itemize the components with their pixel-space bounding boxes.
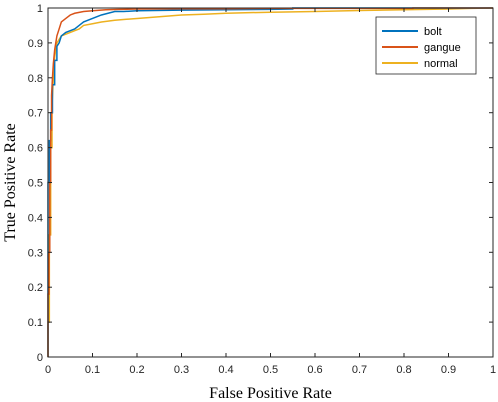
y-tick-label: 0.2 bbox=[28, 282, 43, 294]
y-tick-label: 0.1 bbox=[28, 317, 43, 329]
legend: bolt gangue normal bbox=[375, 16, 477, 75]
x-tick-label: 0.7 bbox=[352, 364, 367, 376]
x-tick-label: 0.4 bbox=[218, 364, 233, 376]
x-tick-label: 0.1 bbox=[85, 364, 100, 376]
x-axis-title: False Positive Rate bbox=[209, 385, 332, 402]
series-line-bolt bbox=[47, 7, 493, 357]
legend-label-normal: normal bbox=[424, 58, 458, 70]
legend-box bbox=[375, 16, 477, 75]
y-tick-label: 0.8 bbox=[28, 73, 43, 85]
y-tick-label: 0.5 bbox=[28, 178, 43, 190]
x-tick-label: 0.8 bbox=[396, 364, 411, 376]
x-tick-label: 0.9 bbox=[441, 364, 456, 376]
y-tick-label: 1 bbox=[37, 3, 43, 15]
x-tick-label: 0.5 bbox=[263, 364, 278, 376]
x-tick-label: 0.6 bbox=[307, 364, 322, 376]
x-tick-label: 0 bbox=[45, 364, 51, 376]
x-tick-label: 0.2 bbox=[129, 364, 144, 376]
y-tick-label: 0.4 bbox=[28, 212, 43, 224]
x-tick-label: 0.3 bbox=[174, 364, 189, 376]
y-tick-label: 0.7 bbox=[28, 108, 43, 120]
y-axis-title: True Positive Rate bbox=[2, 123, 19, 242]
legend-label-bolt: bolt bbox=[424, 26, 442, 38]
y-tick-label: 0.9 bbox=[28, 38, 43, 50]
y-tick-label: 0.3 bbox=[28, 247, 43, 259]
legend-label-gangue: gangue bbox=[424, 42, 461, 54]
y-tick-label: 0 bbox=[37, 352, 43, 364]
y-tick-label: 0.6 bbox=[28, 143, 43, 155]
x-tick-label: 1 bbox=[490, 364, 496, 376]
ticks-layer: 0 0.1 0.2 0.3 0.4 0.5 0.6 0.7 0.8 0.9 1 0 0.1 0.2 0.3 0… bbox=[28, 3, 496, 376]
